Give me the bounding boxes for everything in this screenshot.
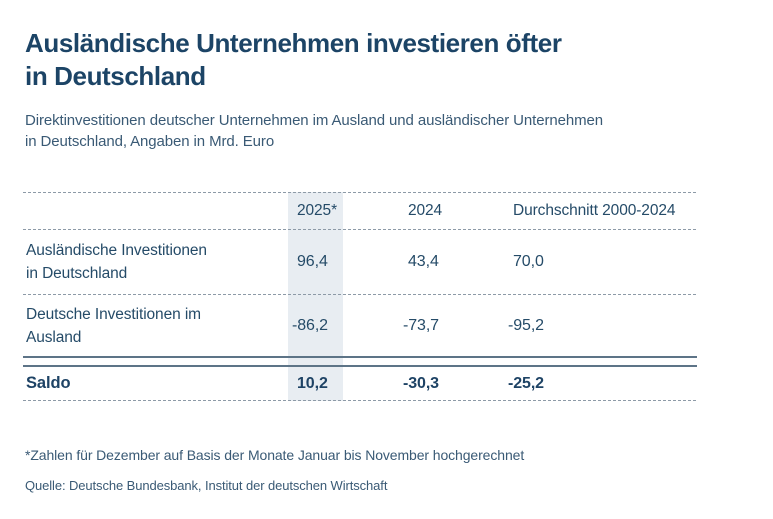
value-average: -25,2	[508, 374, 544, 392]
value-2025: -86,2	[292, 316, 328, 334]
table-header-row: 2025* 2024 Durchschnitt 2000-2024	[23, 193, 697, 229]
divider-double-solid	[23, 356, 697, 367]
divider-dashed-top	[23, 192, 697, 193]
divider-dashed	[23, 294, 697, 295]
source-line: Quelle: Deutsche Bundesbank, Institut de…	[25, 478, 388, 493]
row-label: Deutsche Investitionen im Ausland	[23, 303, 288, 349]
row-label-line-2: in Deutschland	[26, 265, 128, 282]
row-label: Ausländische Investitionen in Deutschlan…	[23, 239, 288, 285]
table-row-saldo: Saldo 10,2 -30,3 -25,2	[23, 367, 697, 400]
table-row-german-investments: Deutsche Investitionen im Ausland -86,2 …	[23, 295, 697, 356]
column-header-2024: 2024	[408, 202, 443, 219]
data-table: 2025* 2024 Durchschnitt 2000-2024 Auslän…	[23, 192, 697, 401]
subtitle-line-1: Direktinvestitionen deutscher Unternehme…	[25, 112, 603, 129]
row-label: Saldo	[26, 374, 71, 392]
table-row-foreign-investments: Ausländische Investitionen in Deutschlan…	[23, 230, 697, 294]
row-label-line-1: Ausländische Investitionen	[26, 242, 207, 259]
footnote: *Zahlen für Dezember auf Basis der Monat…	[25, 447, 525, 463]
title-line-2: in Deutschland	[25, 61, 206, 91]
divider-dashed-bottom	[23, 400, 697, 401]
value-2024: -30,3	[403, 374, 439, 392]
divider-dashed	[23, 229, 697, 230]
value-2024: -73,7	[403, 316, 439, 334]
column-header-2025: 2025*	[297, 202, 338, 219]
page-title: Ausländische Unternehmen investieren öft…	[25, 27, 750, 93]
title-line-1: Ausländische Unternehmen investieren öft…	[25, 28, 562, 58]
value-2024: 43,4	[408, 253, 439, 270]
row-label-line-2: Ausland	[26, 328, 82, 346]
subtitle-line-2: in Deutschland, Angaben in Mrd. Euro	[25, 133, 275, 150]
value-average: -95,2	[508, 316, 544, 334]
value-2025: 96,4	[297, 253, 328, 270]
value-2025: 10,2	[297, 374, 328, 392]
chart-subtitle: Direktinvestitionen deutscher Unternehme…	[25, 110, 750, 152]
column-header-average: Durchschnitt 2000-2024	[513, 202, 676, 219]
value-average: 70,0	[513, 253, 544, 270]
row-label-line-1: Deutsche Investitionen im	[26, 305, 201, 323]
